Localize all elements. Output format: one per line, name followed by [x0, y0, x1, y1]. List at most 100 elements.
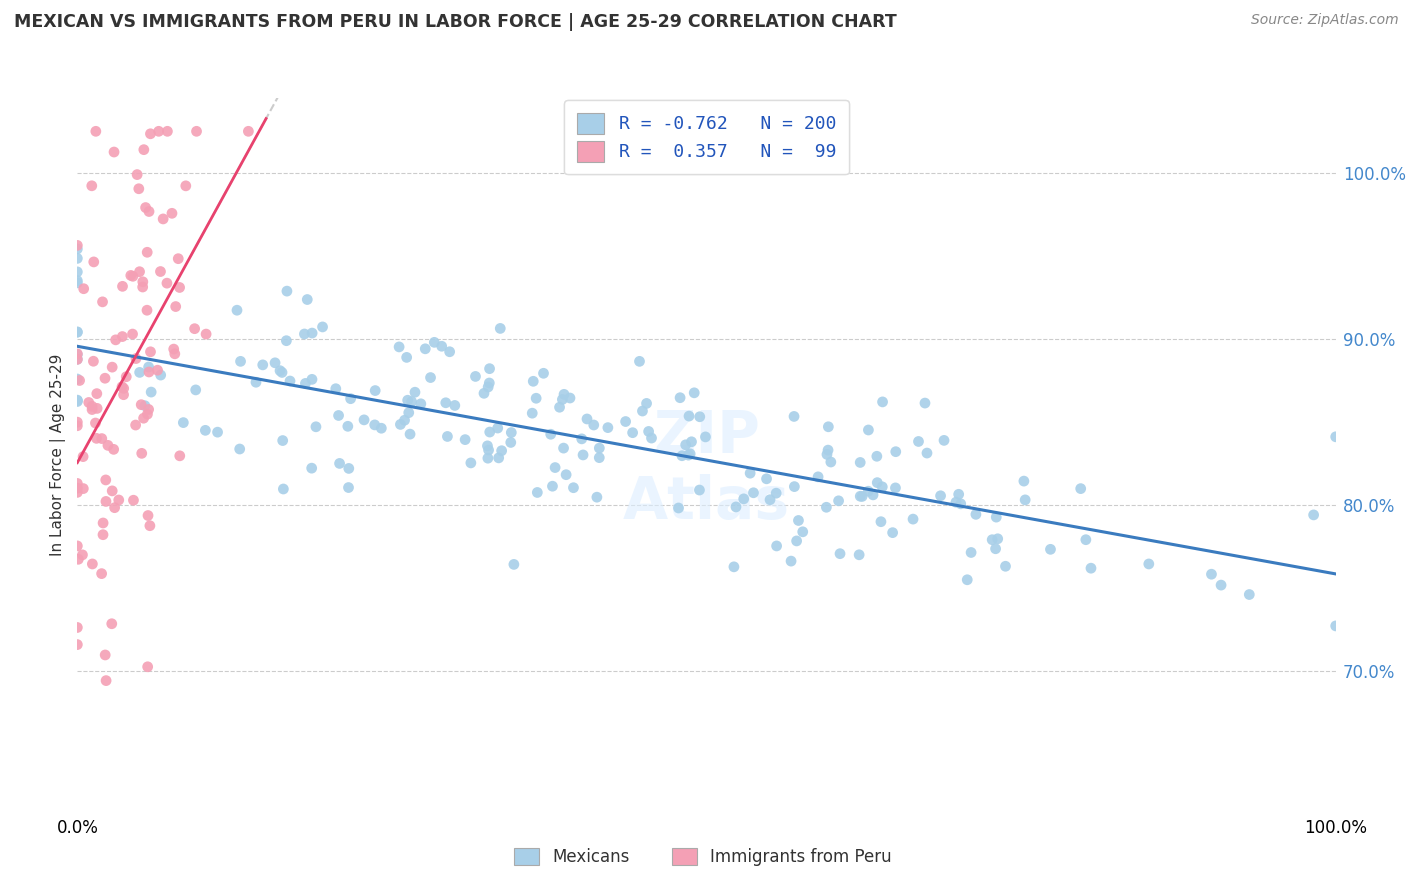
Point — [628, 354, 651, 368]
Point — [138, 402, 160, 417]
Point — [1324, 619, 1347, 633]
Point — [960, 545, 983, 559]
Point — [828, 547, 851, 561]
Point — [169, 449, 191, 463]
Point — [783, 409, 806, 424]
Point — [742, 485, 765, 500]
Point — [870, 515, 893, 529]
Point — [121, 327, 143, 342]
Point — [541, 479, 564, 493]
Point — [337, 481, 360, 495]
Point — [866, 450, 889, 464]
Point — [297, 293, 319, 307]
Point — [553, 441, 575, 455]
Point — [489, 321, 512, 335]
Point — [72, 548, 94, 562]
Point — [786, 533, 808, 548]
Point — [66, 638, 89, 652]
Point — [66, 347, 89, 361]
Point — [723, 559, 745, 574]
Point — [439, 344, 461, 359]
Point — [443, 399, 465, 413]
Point — [160, 206, 183, 220]
Point — [66, 242, 89, 256]
Point — [949, 497, 972, 511]
Point — [862, 488, 884, 502]
Point — [984, 541, 1007, 556]
Point — [981, 533, 1004, 547]
Point — [138, 359, 160, 374]
Point — [849, 455, 872, 469]
Point — [637, 425, 659, 439]
Point — [1302, 508, 1324, 522]
Point — [548, 401, 571, 415]
Point — [124, 417, 146, 432]
Point — [146, 363, 169, 377]
Point — [127, 168, 149, 182]
Point — [558, 391, 581, 405]
Point — [101, 360, 124, 375]
Point — [136, 303, 159, 318]
Point — [478, 425, 501, 439]
Point — [128, 265, 150, 279]
Point — [125, 351, 148, 366]
Point — [404, 385, 426, 400]
Text: MEXICAN VS IMMIGRANTS FROM PERU IN LABOR FORCE | AGE 25-29 CORRELATION CHART: MEXICAN VS IMMIGRANTS FROM PERU IN LABOR… — [14, 13, 897, 31]
Point — [339, 392, 361, 406]
Text: Source: ZipAtlas.com: Source: ZipAtlas.com — [1251, 13, 1399, 28]
Point — [477, 439, 499, 453]
Point — [1012, 474, 1035, 488]
Point — [526, 485, 548, 500]
Point — [1014, 492, 1036, 507]
Point — [149, 368, 172, 382]
Point — [72, 482, 94, 496]
Point — [139, 518, 162, 533]
Point — [1239, 588, 1261, 602]
Point — [884, 444, 907, 458]
Point — [294, 326, 316, 341]
Point — [866, 475, 889, 490]
Point — [94, 494, 117, 508]
Point — [765, 486, 787, 500]
Point — [148, 124, 170, 138]
Point — [238, 124, 260, 138]
Point — [688, 483, 710, 497]
Point — [477, 443, 499, 458]
Point — [478, 376, 501, 390]
Point — [669, 391, 692, 405]
Point — [72, 450, 94, 464]
Point — [97, 438, 120, 452]
Point — [183, 321, 205, 335]
Point — [398, 406, 420, 420]
Point — [1137, 557, 1160, 571]
Point — [131, 446, 153, 460]
Point — [994, 559, 1017, 574]
Point — [136, 407, 159, 421]
Point — [436, 429, 458, 443]
Point — [278, 374, 301, 388]
Point — [136, 508, 159, 523]
Point — [914, 396, 936, 410]
Point — [80, 178, 103, 193]
Point — [172, 416, 194, 430]
Point — [678, 409, 700, 423]
Point — [94, 473, 117, 487]
Point — [759, 492, 782, 507]
Point — [524, 391, 547, 405]
Point — [695, 430, 717, 444]
Point — [370, 421, 392, 435]
Point — [66, 347, 89, 361]
Point — [80, 400, 103, 414]
Point — [636, 396, 658, 410]
Point — [540, 427, 562, 442]
Point — [614, 415, 637, 429]
Point — [820, 455, 842, 469]
Point — [430, 339, 453, 353]
Point — [91, 516, 114, 530]
Point — [94, 371, 117, 385]
Point — [94, 648, 117, 662]
Point — [86, 431, 108, 445]
Point — [336, 419, 359, 434]
Point — [553, 387, 575, 401]
Point — [325, 382, 347, 396]
